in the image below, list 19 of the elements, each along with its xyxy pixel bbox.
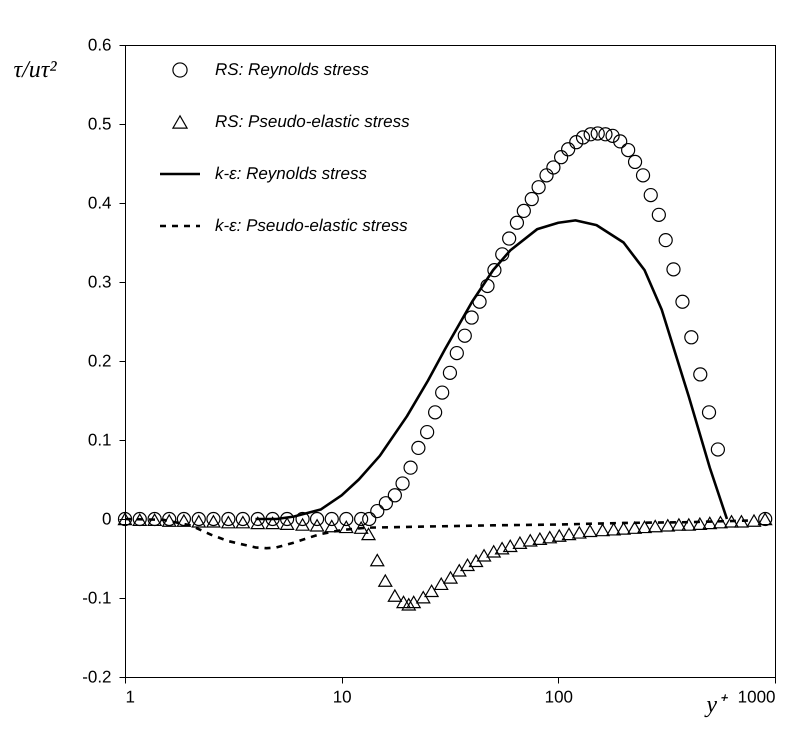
legend-label: k-ε: Pseudo-elastic stress — [215, 216, 408, 235]
x-axis-title: y⁺ — [704, 692, 728, 718]
y-tick-label: -0.2 — [82, 668, 112, 686]
legend-label: RS: Reynolds stress — [215, 60, 370, 79]
x-tick-label: 1000 — [738, 688, 776, 706]
y-tick-label: 0.3 — [88, 272, 112, 292]
y-tick-label: 0 — [102, 510, 112, 528]
x-tick-label: 10 — [332, 688, 352, 706]
y-axis-title: τ/uτ² — [13, 57, 58, 83]
y-tick-label: 0.1 — [88, 430, 112, 450]
y-tick-label: -0.1 — [82, 588, 112, 608]
legend-label: RS: Pseudo-elastic stress — [215, 112, 410, 131]
y-tick-label: 0.2 — [88, 352, 112, 370]
legend-label: k-ε: Reynolds stress — [215, 164, 368, 183]
x-tick-label: 1 — [126, 688, 135, 706]
y-tick-label: 0.5 — [88, 114, 112, 134]
y-tick-label: 0.4 — [88, 194, 112, 212]
x-tick-label: 100 — [544, 688, 574, 706]
y-tick-label: 0.6 — [88, 36, 112, 54]
